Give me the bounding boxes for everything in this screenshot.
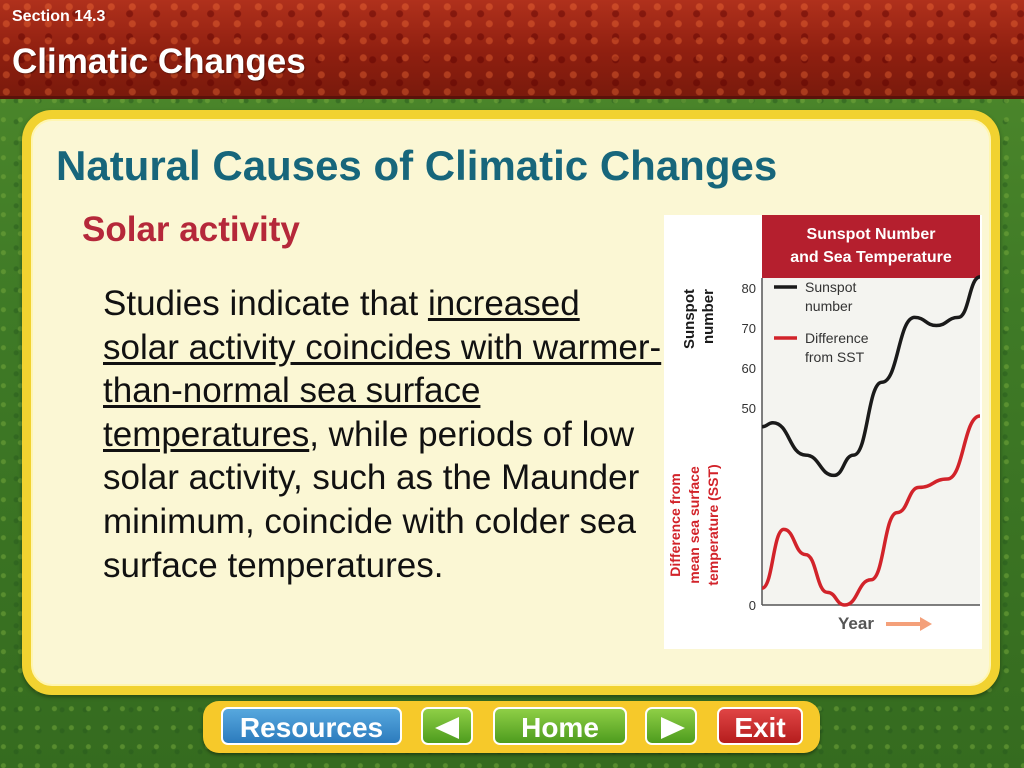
legend-label-sst-line1: Difference	[805, 330, 869, 346]
chart-y-tick-70: 70	[742, 321, 756, 336]
chart-ylabel-sunspot-word: Sunspot	[681, 289, 698, 349]
chart-series-sunspot	[761, 275, 981, 478]
chart-ylabel-sst: Difference from mean sea surface tempera…	[667, 464, 721, 585]
chart-ylabel-sst-line2: mean sea surface	[686, 466, 702, 584]
legend-label-sst-line2: from SST	[805, 349, 865, 365]
body-text: Studies indicate that increased solar ac…	[103, 282, 663, 587]
arrow-right-icon	[661, 717, 685, 739]
navigation-bar: Resources Home Exit	[203, 701, 820, 753]
chart-ylabel-sst-line1: Difference from	[667, 473, 683, 576]
sunspot-chart: Sunspot Number and Sea Temperature 80 70…	[664, 215, 982, 649]
resources-button[interactable]: Resources	[221, 707, 402, 745]
legend-label-sunspot-line1: Sunspot	[805, 279, 856, 295]
section-header: Section 14.3 Climatic Changes	[0, 0, 1024, 99]
chart-ylabel-sst-line3: temperature (SST)	[705, 464, 721, 585]
body-text-part1: Studies indicate that	[103, 284, 428, 323]
chart-y-tick-60: 60	[742, 361, 756, 376]
home-button-label: Home	[521, 712, 599, 743]
chart-y-tick-80: 80	[742, 281, 756, 296]
next-button[interactable]	[645, 707, 697, 745]
slide-title: Natural Causes of Climatic Changes	[56, 142, 778, 189]
resources-button-label: Resources	[239, 712, 384, 743]
chart-y-tick-0: 0	[749, 598, 756, 613]
exit-button[interactable]: Exit	[717, 707, 803, 745]
body-text-part2: , while periods of low solar activity, s…	[103, 414, 640, 585]
chart-title-line2: and Sea Temperature	[790, 249, 952, 266]
arrow-left-icon	[435, 717, 459, 739]
chart-series-sst	[761, 414, 981, 607]
chart-xlabel: Year	[838, 614, 874, 633]
chart-plot-area	[762, 278, 980, 605]
section-number: Section 14.3	[12, 8, 106, 25]
chart-ylabel-sunspot-word: number	[700, 289, 717, 344]
chapter-title: Climatic Changes	[12, 42, 306, 81]
previous-button[interactable]	[421, 707, 473, 745]
chart-title-line1: Sunspot Number	[807, 226, 936, 243]
exit-button-label: Exit	[734, 712, 786, 743]
chart-y-tick-50: 50	[742, 401, 756, 416]
legend-label-sunspot-line2: number	[805, 298, 853, 314]
chart-title-banner	[762, 215, 980, 278]
home-button[interactable]: Home	[493, 707, 627, 745]
chart-ylabel-sunspot: Sunspot number	[681, 289, 717, 349]
sunspot-chart-svg: Sunspot Number and Sea Temperature 80 70…	[667, 215, 981, 633]
body-text-underlined: increased solar activity coincides with …	[103, 284, 662, 454]
year-arrow-icon	[886, 617, 932, 631]
slide-subtitle: Solar activity	[82, 210, 300, 249]
